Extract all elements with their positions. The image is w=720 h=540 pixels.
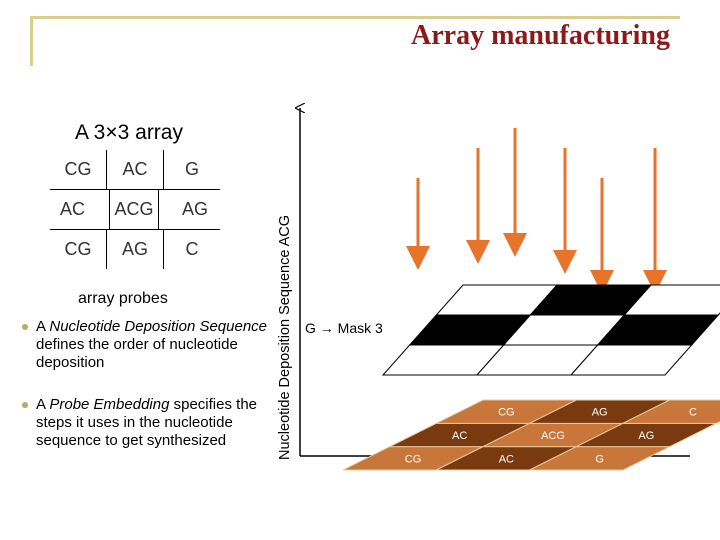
grid-row: AC ACG AG [50,190,220,230]
substrate-label: CG [405,453,422,465]
mask-label: G → Mask 3 [305,320,383,336]
grid-cell: CG [64,239,92,259]
grid-cell: CG [64,159,92,179]
array-grid: CG AC G AC ACG AG CG AG C [50,150,220,269]
grid-cell: AG [158,190,220,229]
grid-row: CG AC G [50,150,220,190]
array-title: A 3×3 array [75,121,183,144]
frame-top-line [30,16,680,19]
bullet-text: A [36,318,50,335]
substrate-label: G [595,453,604,465]
bullet-text: defines the order of nucleotide depositi… [36,336,238,371]
substrate-label: AG [638,430,654,442]
frame-left-line [30,16,33,66]
substrate-label: C [689,407,697,419]
bullet-deposition-sequence: A Nucleotide Deposition Sequence defines… [18,318,276,372]
substrate-label: AC [499,453,514,465]
bullet-text: A [36,396,50,413]
light-arrows [406,128,667,294]
grid-cell: C [163,230,220,269]
grid-cell: AC [60,199,86,219]
grid-cell: AG [106,230,163,269]
substrate-label: CG [498,407,515,419]
substrate-label: ACG [541,430,565,442]
bullet-emphasis: Nucleotide Deposition Sequence [49,318,268,335]
array-probes-label: array probes [78,290,168,307]
grid-cell: ACG [108,190,159,229]
bullet-probe-embedding: A Probe Embedding specifies the steps it… [18,396,276,450]
mask-cell [623,284,720,316]
substrate-label: AC [452,430,467,442]
bullet-emphasis: Probe Embedding [49,396,170,413]
substrate-label: AG [592,407,608,419]
bullet-text: specifies the steps it uses in the nucle… [36,396,257,449]
grid-cell: AC [106,150,163,189]
substrate-cell [622,399,720,424]
grid-cell: G [163,150,220,189]
slide-title: Array manufacturing [411,20,670,51]
grid-row: CG AG C [50,230,220,269]
mask-3 [381,284,720,376]
